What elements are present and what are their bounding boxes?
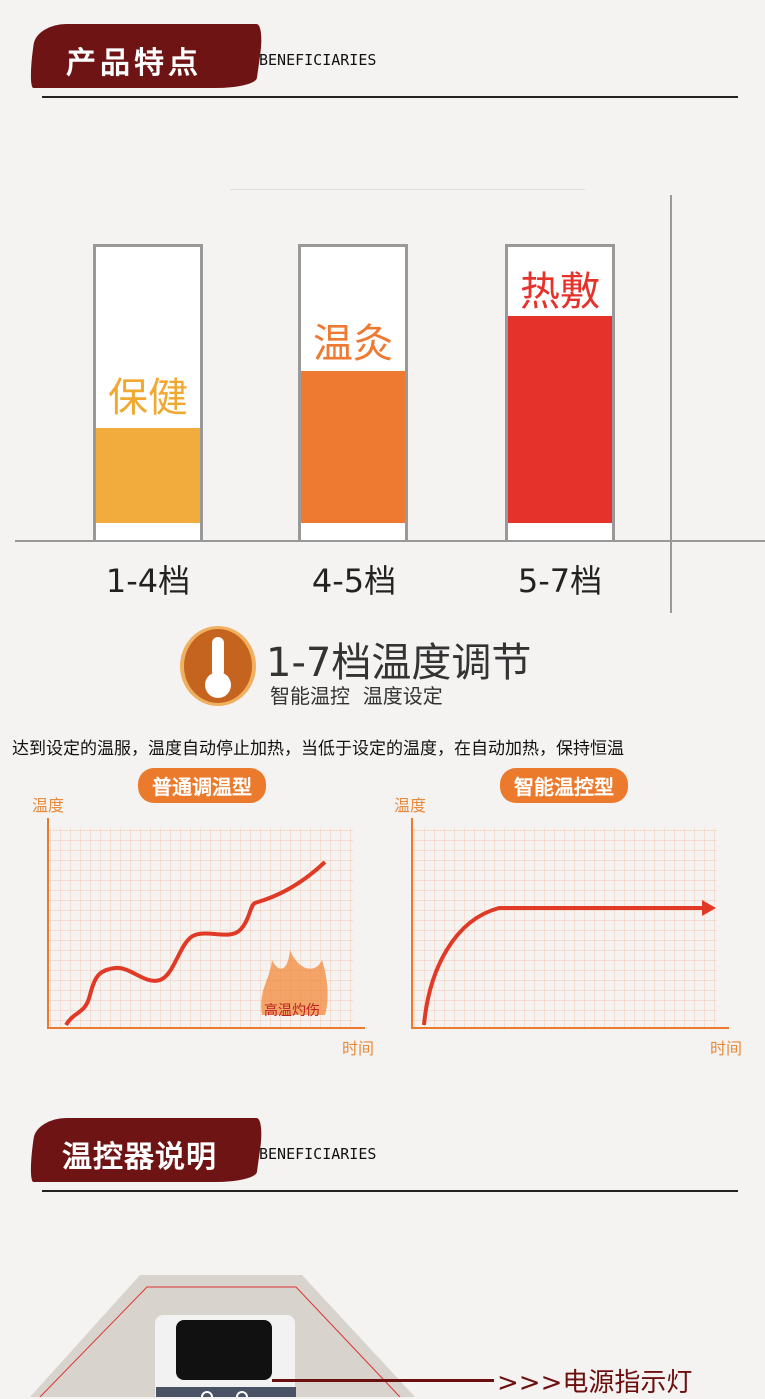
y-axis-label: 温度 (32, 796, 65, 815)
chart-title-pill: 智能温控型 (500, 768, 628, 803)
chart-smart (411, 818, 729, 1029)
arrow-icon (702, 900, 716, 916)
level-bar-3: 热敷 (505, 244, 615, 541)
thermometer-icon (180, 626, 256, 706)
section-subtitle: BENEFICIARIES (259, 51, 377, 69)
divider (42, 96, 738, 98)
section-title: 温控器说明 (62, 1140, 217, 1175)
chart-top-line (230, 189, 585, 190)
x-axis-label: 时间 (342, 1039, 375, 1058)
section-title: 产品特点 (66, 46, 202, 81)
level-fill (301, 371, 405, 523)
baseline (15, 540, 765, 542)
chart-normal (47, 818, 365, 1029)
level-fill (508, 316, 612, 523)
feature-description: 达到设定的温服，温度自动停止加热，当低于设定的温度，在自动加热，保持恒温 (12, 739, 624, 759)
section-subtitle: BENEFICIARIES (259, 1145, 377, 1163)
chart-vertical-line (670, 195, 672, 613)
thermostat-device-image (30, 1275, 415, 1397)
divider (42, 1190, 738, 1192)
feature-subtitle: 智能温控 温度设定 (270, 684, 443, 708)
temperature-curve (422, 906, 704, 1026)
level-bar-1: 保健 (93, 244, 203, 541)
range-label: 1-4档 (105, 562, 191, 600)
chart-title-pill: 普通调温型 (138, 768, 266, 803)
power-indicator-callout: >>>电源指示灯 (497, 1368, 693, 1398)
level-label: 温灸 (313, 321, 393, 367)
level-bar-2: 温灸 (298, 244, 408, 541)
level-fill (96, 428, 200, 523)
level-label: 热敷 (520, 269, 600, 315)
y-axis-label: 温度 (394, 796, 427, 815)
range-label: 4-5档 (311, 562, 397, 600)
level-label: 保健 (108, 375, 188, 421)
fire-icon (261, 950, 328, 1015)
x-axis-label: 时间 (710, 1039, 743, 1058)
temperature-curve (64, 860, 327, 1027)
range-label: 5-7档 (517, 562, 603, 600)
callout-line (272, 1379, 494, 1382)
feature-title: 1-7档温度调节 (266, 640, 532, 686)
burn-annotation: 高温灼伤 (264, 1003, 320, 1019)
